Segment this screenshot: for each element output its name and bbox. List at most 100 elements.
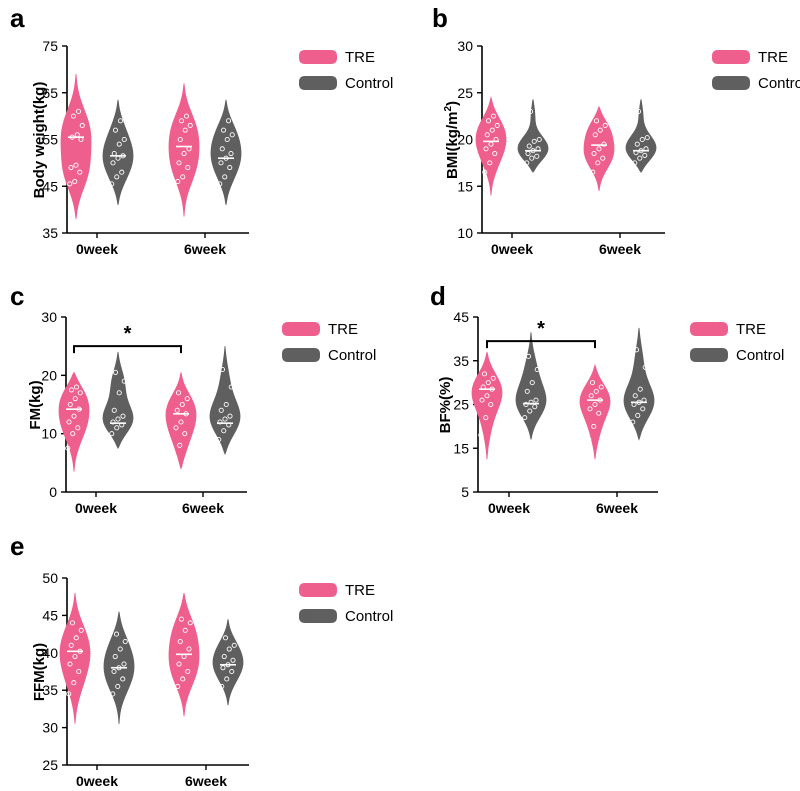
- data-point: [120, 153, 126, 159]
- violin-control-0week: [102, 351, 134, 450]
- data-point: [522, 415, 528, 421]
- data-point: [222, 174, 228, 180]
- panel-c: c FM(kg) 0 10 20 30 0week 6week * TRE Control: [10, 281, 376, 516]
- data-point: [72, 653, 78, 660]
- data-point: [228, 150, 234, 157]
- data-point: [587, 406, 593, 412]
- data-point: [114, 174, 120, 180]
- data-point: [485, 380, 491, 386]
- data-point: [112, 369, 119, 375]
- data-point: [601, 141, 607, 147]
- data-point: [227, 164, 233, 171]
- data-point: [116, 665, 122, 671]
- violin-shape: [212, 619, 244, 706]
- data-point: [494, 122, 500, 129]
- data-point: [531, 138, 537, 144]
- data-point: [65, 445, 71, 451]
- legend-swatch-tre: [282, 322, 320, 336]
- data-point: [590, 169, 596, 175]
- violin-shape: [165, 372, 197, 470]
- data-point: [220, 127, 227, 133]
- data-point: [596, 410, 602, 416]
- data-point: [524, 160, 530, 166]
- y-axis-label-sup: 2: [443, 106, 454, 112]
- y-tick-label: 10: [41, 426, 57, 442]
- data-point: [178, 118, 185, 124]
- violin-tre-0week: [471, 351, 503, 460]
- legend-label-tre: TRE: [758, 49, 788, 66]
- data-point: [524, 388, 530, 394]
- data-point: [479, 397, 485, 403]
- data-point: [121, 661, 127, 667]
- data-point: [525, 353, 532, 359]
- panel-letter: d: [430, 281, 446, 311]
- legend-label-control: Control: [328, 347, 376, 364]
- violin-shape: [579, 363, 611, 460]
- data-point: [78, 136, 84, 143]
- data-point: [591, 150, 597, 157]
- violin-shape: [515, 332, 547, 440]
- violin-shape: [517, 99, 549, 173]
- data-point: [77, 390, 83, 396]
- data-point: [596, 146, 602, 152]
- data-point: [117, 118, 124, 124]
- violin-shape: [102, 99, 134, 206]
- data-point: [532, 404, 538, 410]
- violin-tre-0week: [475, 95, 507, 196]
- data-point: [180, 676, 186, 682]
- data-point: [225, 118, 232, 124]
- data-point: [112, 653, 118, 660]
- data-point: [69, 134, 75, 140]
- y-tick-label: 40: [42, 645, 58, 661]
- data-point: [586, 436, 592, 443]
- data-point: [228, 384, 234, 390]
- data-point: [111, 407, 117, 413]
- violin-tre-6week: [165, 372, 197, 470]
- data-point: [637, 386, 643, 392]
- data-point: [79, 122, 85, 129]
- violin-shape: [58, 371, 90, 472]
- data-point: [597, 397, 603, 403]
- data-point: [120, 676, 126, 682]
- y-axis-label: FFM(kg): [31, 643, 48, 701]
- data-point: [484, 393, 490, 399]
- y-tick-label: 45: [42, 178, 58, 194]
- legend-swatch-tre: [299, 50, 337, 64]
- data-point: [635, 412, 641, 418]
- violin-control-6week: [212, 619, 244, 706]
- x-tick-label: 6week: [185, 773, 227, 789]
- data-point: [185, 668, 191, 675]
- legend-label-control: Control: [345, 75, 393, 92]
- data-point: [636, 399, 642, 405]
- data-point: [183, 411, 189, 417]
- data-point: [485, 118, 492, 124]
- data-point: [116, 390, 122, 396]
- data-point: [642, 152, 648, 158]
- data-point: [223, 401, 229, 408]
- legend-label-tre: TRE: [736, 321, 766, 338]
- data-point: [632, 160, 638, 166]
- data-point: [534, 153, 540, 159]
- y-tick-label: 45: [453, 309, 469, 325]
- data-point: [220, 665, 226, 671]
- significance-bracket: [486, 340, 596, 349]
- y-axis-label: BF%(%): [437, 377, 454, 434]
- panel-letter: a: [10, 3, 25, 33]
- data-point: [630, 419, 636, 425]
- data-point: [73, 162, 79, 168]
- data-point: [484, 132, 490, 138]
- data-point: [527, 408, 533, 414]
- data-point: [175, 683, 181, 690]
- violin-control-6week: [623, 327, 655, 441]
- y-tick-label: 35: [453, 353, 469, 369]
- violin-control-0week: [515, 332, 547, 440]
- data-point: [186, 146, 192, 152]
- y-tick-label: 25: [457, 85, 473, 101]
- data-point: [182, 431, 188, 437]
- data-point: [67, 661, 73, 667]
- data-point: [592, 401, 598, 408]
- data-point: [110, 419, 116, 425]
- data-point: [115, 416, 121, 422]
- data-point: [488, 401, 494, 408]
